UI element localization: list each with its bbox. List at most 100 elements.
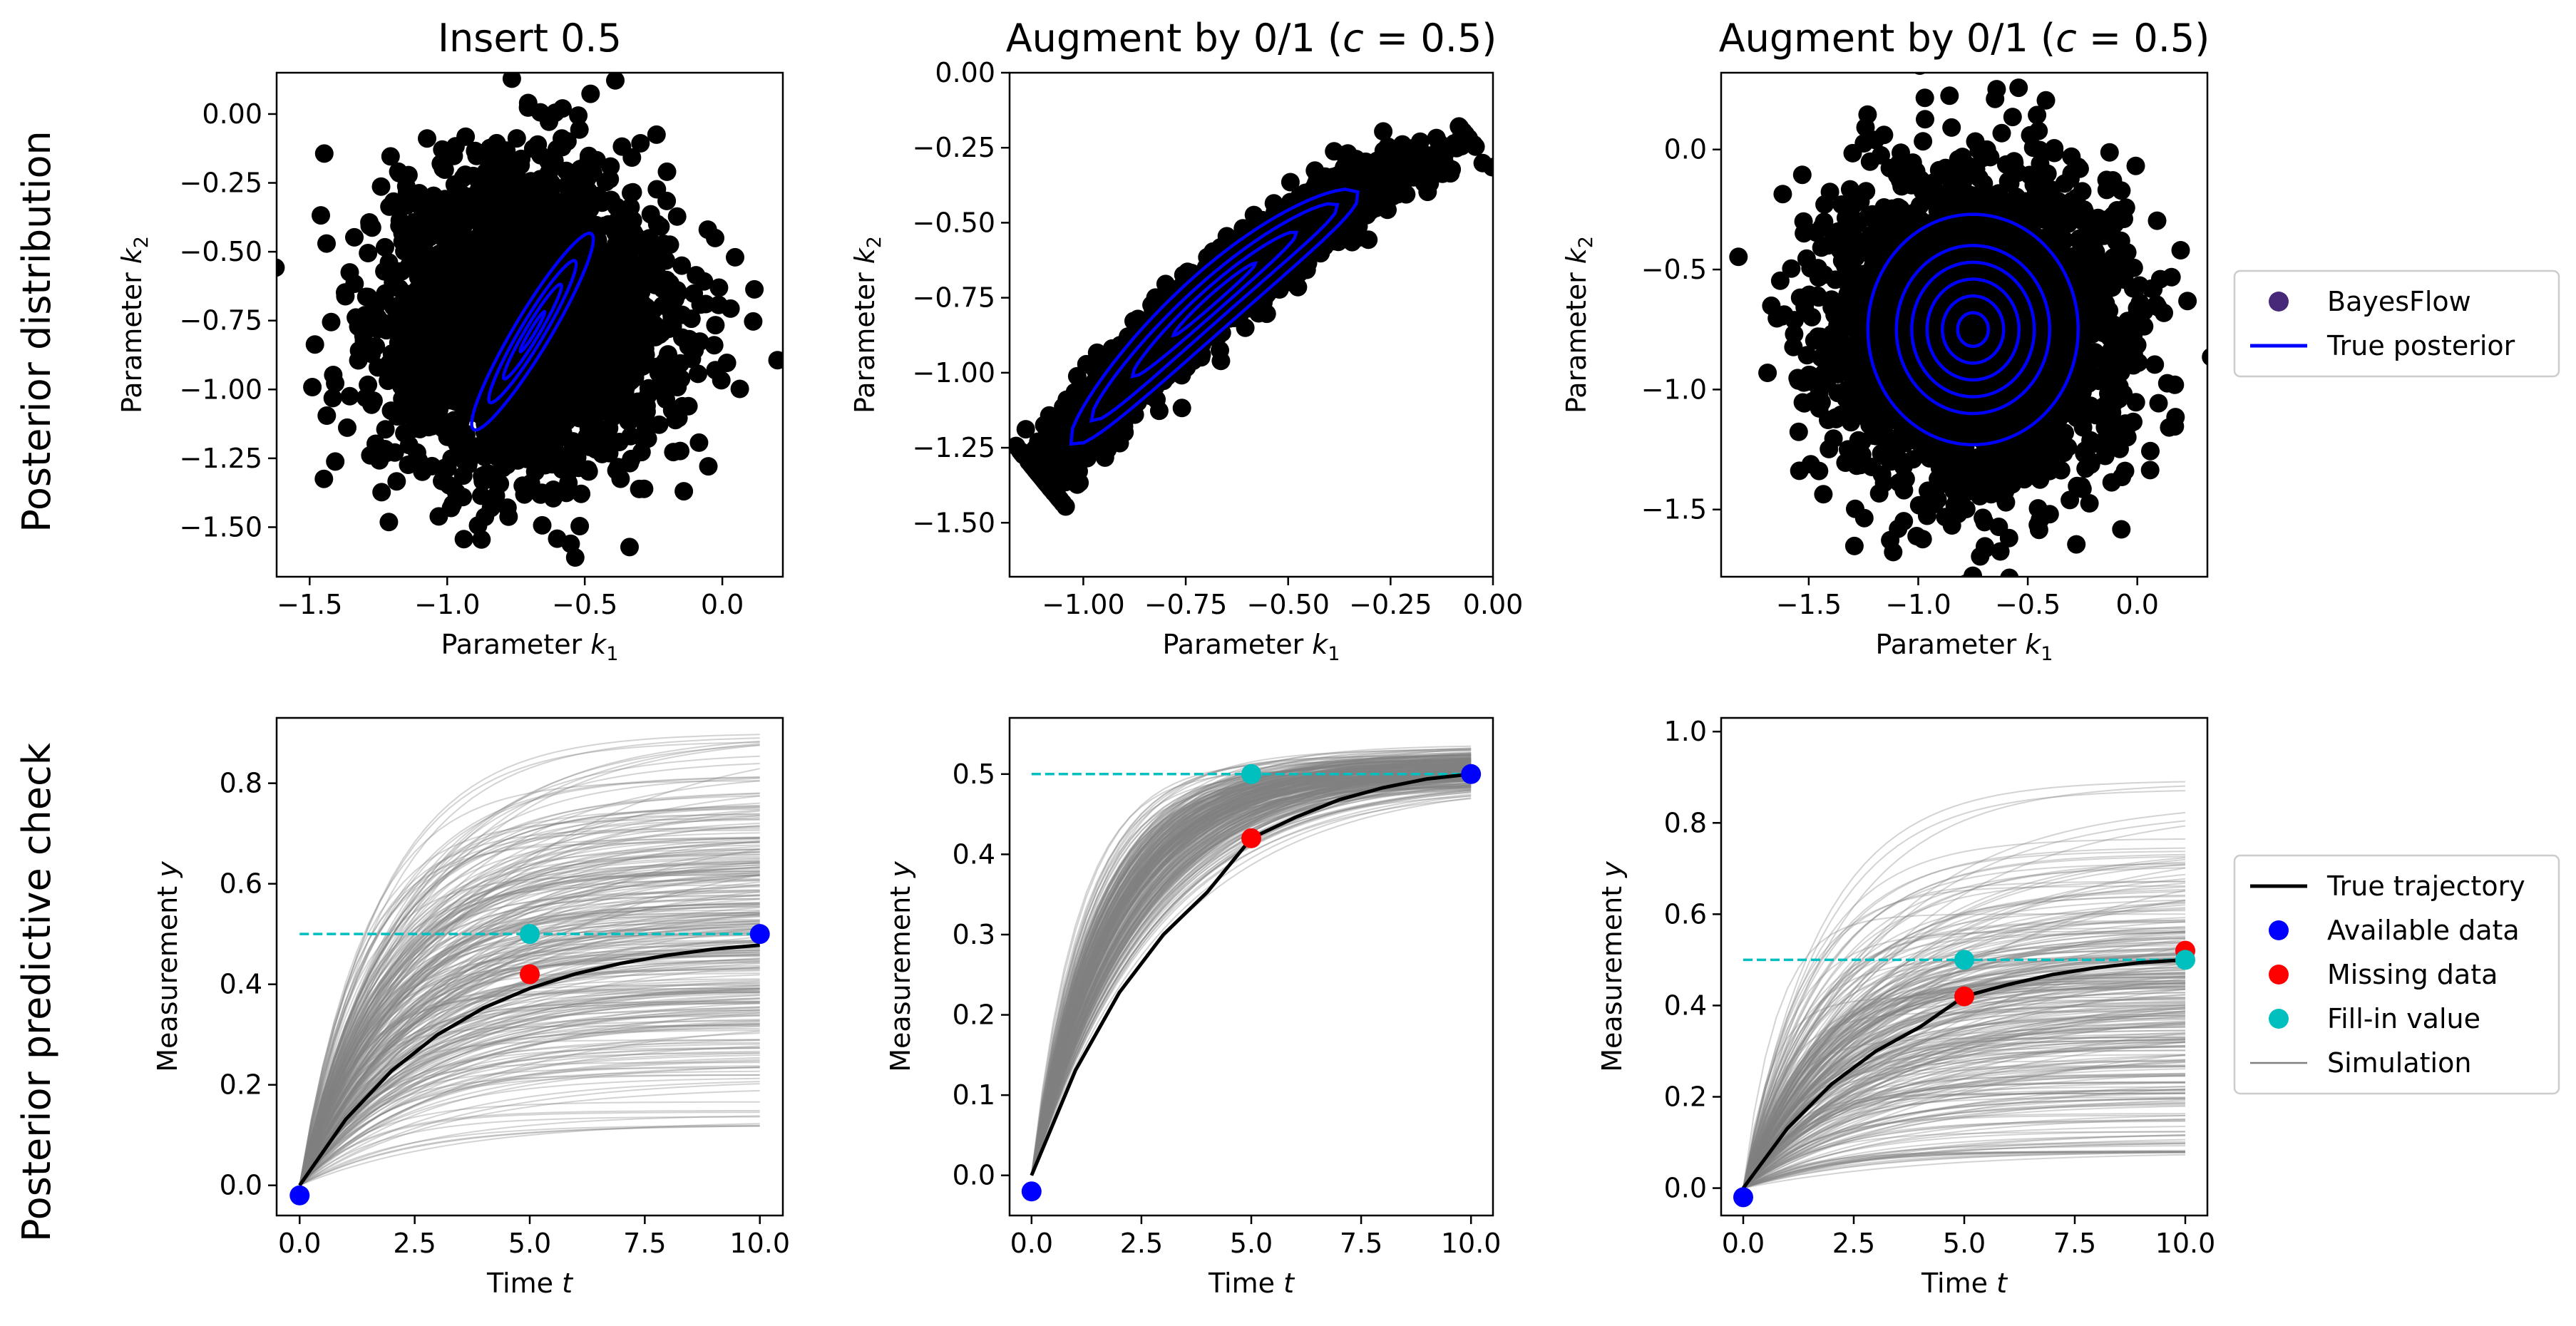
posterior-sample-point	[435, 160, 454, 179]
posterior-sample-point	[648, 357, 667, 376]
posterior-sample-point	[2157, 374, 2177, 393]
posterior-sample-point	[1992, 123, 2011, 143]
y-tick-label: −1.25	[913, 432, 995, 463]
posterior-sample-point	[569, 106, 588, 125]
posterior-sample-point	[1874, 125, 1894, 145]
x-tick-label: 0.0	[701, 589, 744, 620]
posterior-sample-point	[1782, 259, 1801, 278]
posterior-sample-point	[548, 529, 567, 548]
posterior-sample-point	[418, 129, 436, 148]
x-axis-label: Parameter k1	[441, 629, 619, 665]
posterior-sample-point	[1989, 518, 2008, 536]
posterior-sample-point	[1856, 118, 1875, 137]
posterior-sample-point	[387, 472, 406, 491]
posterior-sample-point	[657, 162, 677, 181]
posterior-sample-point	[1204, 289, 1223, 308]
axes-frame	[275, 71, 784, 578]
posterior-sample-point	[608, 458, 627, 477]
panel-title: Augment by 0/1 (c = 0.5)	[1006, 16, 1497, 61]
posterior-sample-point	[1815, 195, 1834, 214]
posterior-sample-point	[1872, 145, 1890, 165]
posterior-sample-point	[2009, 78, 2028, 98]
posterior-sample-point	[2102, 473, 2121, 492]
posterior-sample-point	[1792, 165, 1812, 185]
y-tick-label: −1.25	[180, 443, 262, 474]
posterior-sample-point	[730, 379, 749, 399]
x-axis-label: Parameter k1	[1163, 629, 1340, 665]
posterior-sample-point	[472, 530, 491, 549]
x-tick-label: −1.0	[414, 589, 480, 620]
plot-area	[1729, 73, 2207, 577]
posterior-sample-point	[326, 452, 345, 471]
posterior-sample-point	[2126, 156, 2145, 175]
true-posterior-contour	[1089, 202, 1340, 423]
posterior-sample-point	[745, 279, 764, 299]
posterior-sample-point	[664, 443, 683, 462]
posterior-sample-point	[338, 418, 356, 437]
posterior-sample-point	[647, 215, 667, 234]
posterior-sample-point	[366, 336, 386, 356]
posterior-sample-point	[379, 513, 399, 532]
posterior-sample-point	[340, 386, 359, 406]
posterior-sample-point	[647, 125, 666, 144]
posterior-sample-point	[359, 244, 378, 262]
posterior-sample-point	[689, 364, 707, 384]
x-tick-label: −0.5	[552, 589, 617, 620]
posterior-sample-point	[2036, 91, 2056, 110]
posterior-sample-point	[2003, 108, 2022, 127]
posterior-sample-point	[631, 134, 650, 153]
posterior-sample-point	[1473, 153, 1492, 173]
posterior-sample-point	[706, 361, 725, 380]
posterior-sample-point	[2178, 292, 2197, 311]
posterior-sample-point	[345, 274, 364, 293]
posterior-sample-point	[630, 479, 649, 498]
posterior-sample-point	[312, 206, 330, 225]
posterior-sample-point	[622, 183, 640, 202]
posterior-sample-point	[2171, 241, 2190, 259]
posterior-sample-point	[1172, 399, 1191, 418]
posterior-sample-point	[2112, 520, 2131, 539]
row-label-posterior-predictive-check: Posterior predictive check	[14, 742, 59, 1242]
posterior-sample-point	[570, 517, 590, 535]
posterior-sample-point	[324, 366, 343, 384]
true-posterior-contour	[487, 259, 578, 405]
posterior-sample-point	[622, 148, 642, 167]
y-tick-label: 0.00	[202, 98, 262, 130]
posterior-sample-point	[362, 218, 381, 237]
posterior-sample-point	[1844, 536, 1864, 555]
posterior-sample-point	[2080, 494, 2099, 513]
posterior-sample-point	[2112, 181, 2131, 200]
posterior-sample-point	[606, 73, 625, 90]
posterior-sample-point	[1942, 118, 1961, 137]
posterior-sample-point	[2115, 461, 2135, 480]
posterior-sample-point	[1986, 89, 2005, 108]
posterior-sample-point	[1770, 271, 1790, 290]
posterior-sample-point	[2100, 143, 2119, 162]
posterior-sample-point	[2145, 355, 2165, 374]
panel-1: −1.5 −1.0 −0.5 0.0−1.50−1.25−1.00−0.75−0.50…	[116, 16, 784, 665]
x-tick-label: 0.00	[1463, 589, 1524, 620]
posterior-sample-point	[544, 480, 563, 499]
posterior-sample-point	[596, 173, 615, 192]
posterior-sample-point	[672, 256, 692, 275]
true-posterior-contour	[1171, 261, 1258, 338]
posterior-sample-point	[533, 515, 552, 535]
posterior-sample-point	[323, 389, 342, 408]
y-tick-label: −0.50	[180, 236, 262, 267]
y-tick-label: 0.00	[935, 57, 995, 88]
posterior-sample-point	[2067, 535, 2086, 554]
x-tick-label: −0.50	[1246, 589, 1329, 620]
posterior-sample-point	[570, 120, 589, 139]
posterior-sample-point	[1843, 143, 1862, 163]
posterior-sample-point	[1914, 132, 1933, 151]
y-tick-label: −1.50	[180, 511, 262, 543]
x-tick-label: −1.00	[1042, 589, 1124, 620]
axes-frame	[1008, 71, 1494, 578]
posterior-sample-point	[540, 112, 558, 131]
y-tick-label: −0.75	[913, 282, 995, 314]
y-tick-label: −1.00	[180, 374, 262, 405]
posterior-sample-point	[2000, 568, 2019, 577]
posterior-sample-point	[2061, 490, 2080, 510]
posterior-sample-point	[704, 336, 724, 355]
posterior-sample-point	[1991, 542, 2010, 561]
